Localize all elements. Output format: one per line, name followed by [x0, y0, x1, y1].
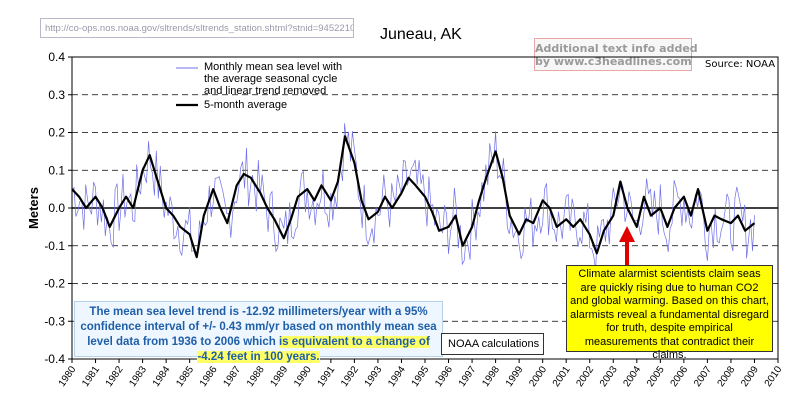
- x-tick-label: 1998: [480, 364, 502, 389]
- x-tick-label: 1986: [198, 364, 220, 389]
- x-tick-label: 1993: [363, 364, 385, 389]
- y-tick-label: 0.0: [48, 201, 65, 215]
- x-tick-label: 2000: [527, 364, 549, 389]
- y-axis-label: Meters: [26, 187, 41, 229]
- average-series-line: [71, 135, 756, 259]
- chart-legend: Monthly mean sea level with the average …: [176, 61, 356, 111]
- x-tick-label: 1996: [433, 364, 455, 389]
- x-tick-label: 2009: [739, 364, 761, 389]
- x-tick-label: 1989: [268, 364, 290, 389]
- watermark-line-1: Additional text info added: [535, 42, 698, 55]
- x-tick-label: 2010: [763, 364, 785, 389]
- monthly-series-line: [71, 123, 755, 271]
- x-tick-label: 1995: [410, 364, 432, 389]
- legend-average-swatch: [176, 103, 198, 107]
- legend-average: 5-month average: [176, 99, 356, 111]
- y-tick-label: -0.2: [44, 277, 65, 291]
- trend-note: The mean sea level trend is -12.92 milli…: [74, 301, 443, 363]
- source-url-box: http://co-ops.nos.noaa.gov/sltrends/sltr…: [40, 18, 354, 38]
- x-tick-label: 2004: [621, 364, 643, 389]
- x-tick-label: 1980: [57, 364, 79, 389]
- y-tick-label: 0.2: [48, 126, 65, 140]
- callout-box: Climate alarmist scientists claim seas a…: [566, 265, 773, 361]
- x-tick-label: 1982: [104, 364, 126, 389]
- source-label: Source: NOAA: [705, 59, 776, 70]
- x-tick-label: 2007: [692, 364, 714, 389]
- x-tick-label: 1997: [457, 364, 479, 389]
- y-tick-label: 0.1: [48, 163, 65, 177]
- x-tick-label: 1985: [174, 364, 196, 389]
- x-tick-label: 2002: [574, 364, 596, 389]
- x-tick-label: 2003: [598, 364, 620, 389]
- x-tick-label: 1988: [245, 364, 267, 389]
- x-tick-label: 1984: [151, 364, 173, 389]
- x-tick-label: 2005: [645, 364, 667, 389]
- x-tick-label: 1983: [127, 364, 149, 389]
- legend-monthly: Monthly mean sea level with the average …: [176, 61, 356, 97]
- x-tick-label: 1991: [316, 364, 338, 389]
- y-tick-label: -0.3: [44, 314, 65, 328]
- red-arrow-icon: [619, 226, 635, 242]
- x-tick-label: 1981: [80, 364, 102, 389]
- x-tick-label: 1992: [339, 364, 361, 389]
- y-tick-label: -0.1: [44, 239, 65, 253]
- x-tick-label: 2006: [669, 364, 691, 389]
- noaa-calculations-label: NOAA calculations: [441, 333, 544, 355]
- legend-monthly-label: Monthly mean sea level with the average …: [204, 61, 343, 97]
- y-tick-label: 0.3: [48, 88, 65, 102]
- legend-monthly-swatch: [176, 67, 198, 69]
- x-tick-label: 1990: [292, 364, 314, 389]
- y-tick-label: -0.4: [44, 352, 65, 366]
- x-tick-label: 1994: [386, 364, 408, 389]
- legend-average-label: 5-month average: [204, 99, 288, 111]
- x-tick-label: 2001: [551, 364, 573, 389]
- y-tick-label: 0.4: [48, 50, 65, 64]
- x-tick-label: 2008: [716, 364, 738, 389]
- watermark-line-2: by www.c3headlines.com: [535, 55, 692, 68]
- chart-title: Juneau, AK: [380, 26, 462, 43]
- watermark-note: Additional text info added by www.c3head…: [534, 38, 698, 71]
- x-tick-label: 1999: [504, 364, 526, 389]
- x-tick-label: 1987: [221, 364, 243, 389]
- trend-note-text: The mean sea level trend is -12.92 milli…: [80, 306, 437, 348]
